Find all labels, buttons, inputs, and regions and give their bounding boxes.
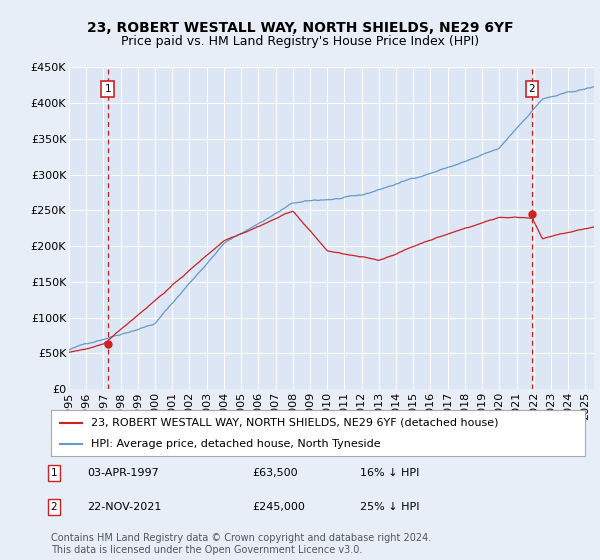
- Text: 1: 1: [50, 468, 58, 478]
- Text: 1: 1: [104, 83, 111, 94]
- Text: £245,000: £245,000: [252, 502, 305, 512]
- Text: 22-NOV-2021: 22-NOV-2021: [87, 502, 161, 512]
- Text: 16% ↓ HPI: 16% ↓ HPI: [360, 468, 419, 478]
- Text: HPI: Average price, detached house, North Tyneside: HPI: Average price, detached house, Nort…: [91, 439, 380, 449]
- Text: £63,500: £63,500: [252, 468, 298, 478]
- Text: 23, ROBERT WESTALL WAY, NORTH SHIELDS, NE29 6YF (detached house): 23, ROBERT WESTALL WAY, NORTH SHIELDS, N…: [91, 418, 499, 428]
- Text: 23, ROBERT WESTALL WAY, NORTH SHIELDS, NE29 6YF: 23, ROBERT WESTALL WAY, NORTH SHIELDS, N…: [86, 21, 514, 35]
- Text: 03-APR-1997: 03-APR-1997: [87, 468, 159, 478]
- Text: Price paid vs. HM Land Registry's House Price Index (HPI): Price paid vs. HM Land Registry's House …: [121, 35, 479, 48]
- Text: Contains HM Land Registry data © Crown copyright and database right 2024.
This d: Contains HM Land Registry data © Crown c…: [51, 533, 431, 555]
- Text: 2: 2: [529, 83, 535, 94]
- Text: 25% ↓ HPI: 25% ↓ HPI: [360, 502, 419, 512]
- Text: 2: 2: [50, 502, 58, 512]
